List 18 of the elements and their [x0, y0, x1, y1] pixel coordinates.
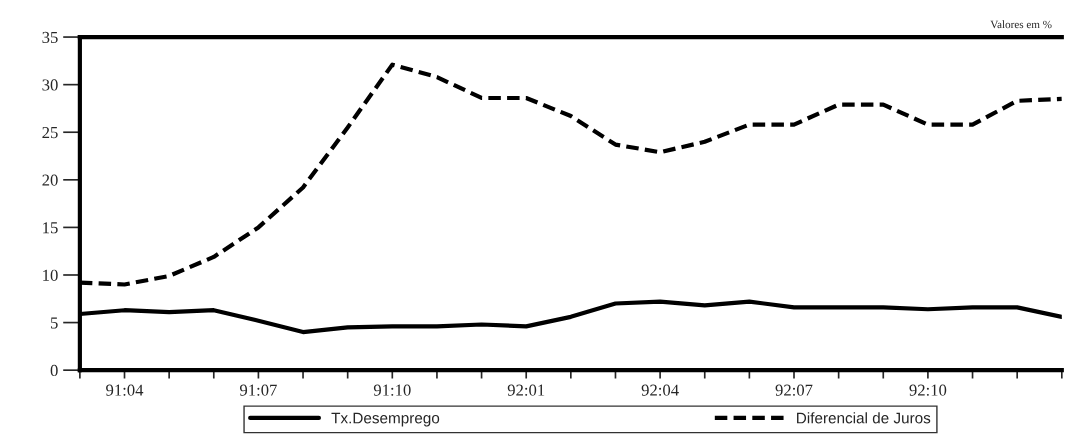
x-tick-label: 91:10 — [373, 384, 411, 396]
y-tick-label: 0 — [50, 364, 58, 377]
y-tick-label: 25 — [42, 126, 58, 139]
y-tick-label: 10 — [43, 269, 58, 281]
x-tick-label: 92:01 — [507, 384, 545, 396]
y-tick-label: 20 — [42, 174, 58, 186]
legend-label: Diferencial de Juros — [797, 412, 931, 424]
x-tick-label: 92:04 — [641, 384, 679, 396]
legend-label: Tx.Desemprego — [331, 412, 440, 427]
y-tick-label: 5 — [50, 317, 58, 329]
y-tick-label: 35 — [42, 31, 58, 44]
x-tick-label: 91:04 — [106, 384, 144, 396]
x-tick-label: 92:07 — [775, 384, 813, 396]
x-tick-label: 92:10 — [909, 384, 947, 396]
y-tick-label: 15 — [43, 222, 58, 234]
x-tick-label: 91:07 — [239, 384, 277, 396]
y-tick-label: 30 — [42, 79, 58, 91]
text: Valores em % — [990, 20, 1052, 29]
